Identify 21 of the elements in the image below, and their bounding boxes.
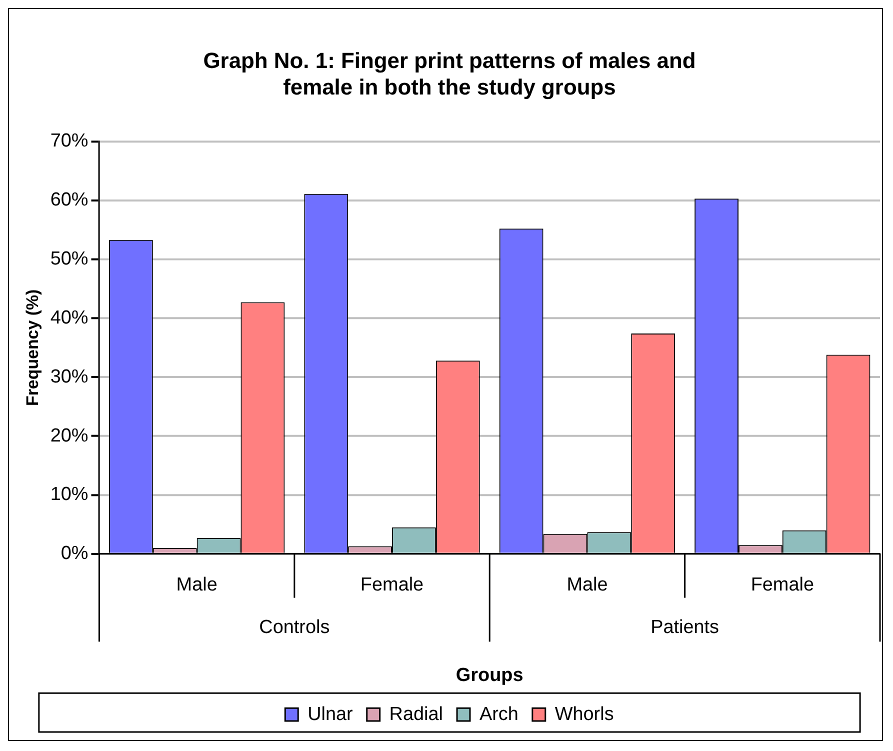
y-axis-title: Frequency (%) <box>22 289 42 406</box>
y-tick-label: 70% <box>50 130 88 152</box>
y-tick-label: 60% <box>50 190 88 211</box>
y-tick-label: 10% <box>50 484 88 506</box>
chart-title: Graph No. 1: Finger print patterns of males and female in both the study groups <box>203 48 696 100</box>
x-tick-label: Female <box>360 574 424 596</box>
y-tick-label: 30% <box>50 366 88 388</box>
text: Patients <box>650 616 720 638</box>
x-tick-label: Male <box>176 574 218 596</box>
y-tick-label: 50% <box>50 248 88 270</box>
text: Controls <box>259 616 330 638</box>
y-tick-label: 40% <box>50 307 88 328</box>
x-axis-title: Groups <box>456 665 524 686</box>
legend-label: Whorls <box>554 704 614 725</box>
x-tick-label: Female <box>750 574 814 596</box>
legend-label: Ulnar <box>308 704 353 725</box>
legend-label: Radial <box>389 704 444 725</box>
legend-label: Arch <box>479 704 518 725</box>
y-tick-label: 0% <box>60 543 88 564</box>
y-tick-label: 20% <box>50 425 88 446</box>
x-tick-label: Male <box>566 574 608 596</box>
